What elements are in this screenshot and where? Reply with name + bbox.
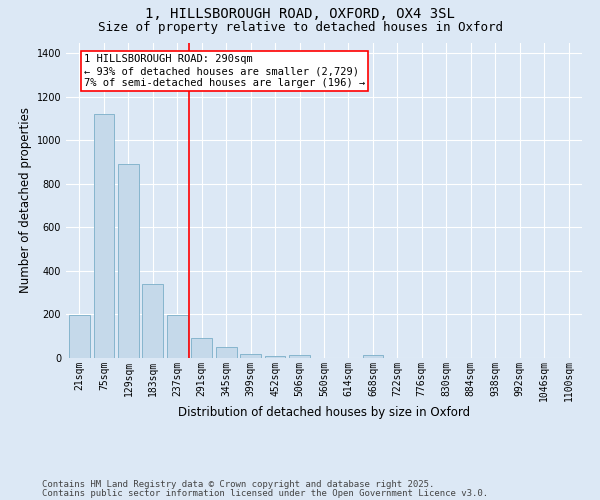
Text: Contains public sector information licensed under the Open Government Licence v3: Contains public sector information licen…	[42, 488, 488, 498]
Bar	[265, 356, 286, 358]
X-axis label: Distribution of detached houses by size in Oxford: Distribution of detached houses by size …	[178, 406, 470, 418]
Bar	[167, 314, 188, 358]
Text: 1, HILLSBOROUGH ROAD, OXFORD, OX4 3SL: 1, HILLSBOROUGH ROAD, OXFORD, OX4 3SL	[145, 8, 455, 22]
Bar	[94, 114, 114, 358]
Bar	[118, 164, 139, 358]
Bar	[191, 338, 212, 357]
Bar	[142, 284, 163, 358]
Bar	[216, 346, 236, 358]
Text: Size of property relative to detached houses in Oxford: Size of property relative to detached ho…	[97, 21, 503, 34]
Text: Contains HM Land Registry data © Crown copyright and database right 2025.: Contains HM Land Registry data © Crown c…	[42, 480, 434, 489]
Y-axis label: Number of detached properties: Number of detached properties	[19, 107, 32, 293]
Bar	[362, 356, 383, 358]
Bar	[289, 356, 310, 358]
Text: 1 HILLSBOROUGH ROAD: 290sqm
← 93% of detached houses are smaller (2,729)
7% of s: 1 HILLSBOROUGH ROAD: 290sqm ← 93% of det…	[84, 54, 365, 88]
Bar	[69, 314, 90, 358]
Bar	[240, 354, 261, 358]
